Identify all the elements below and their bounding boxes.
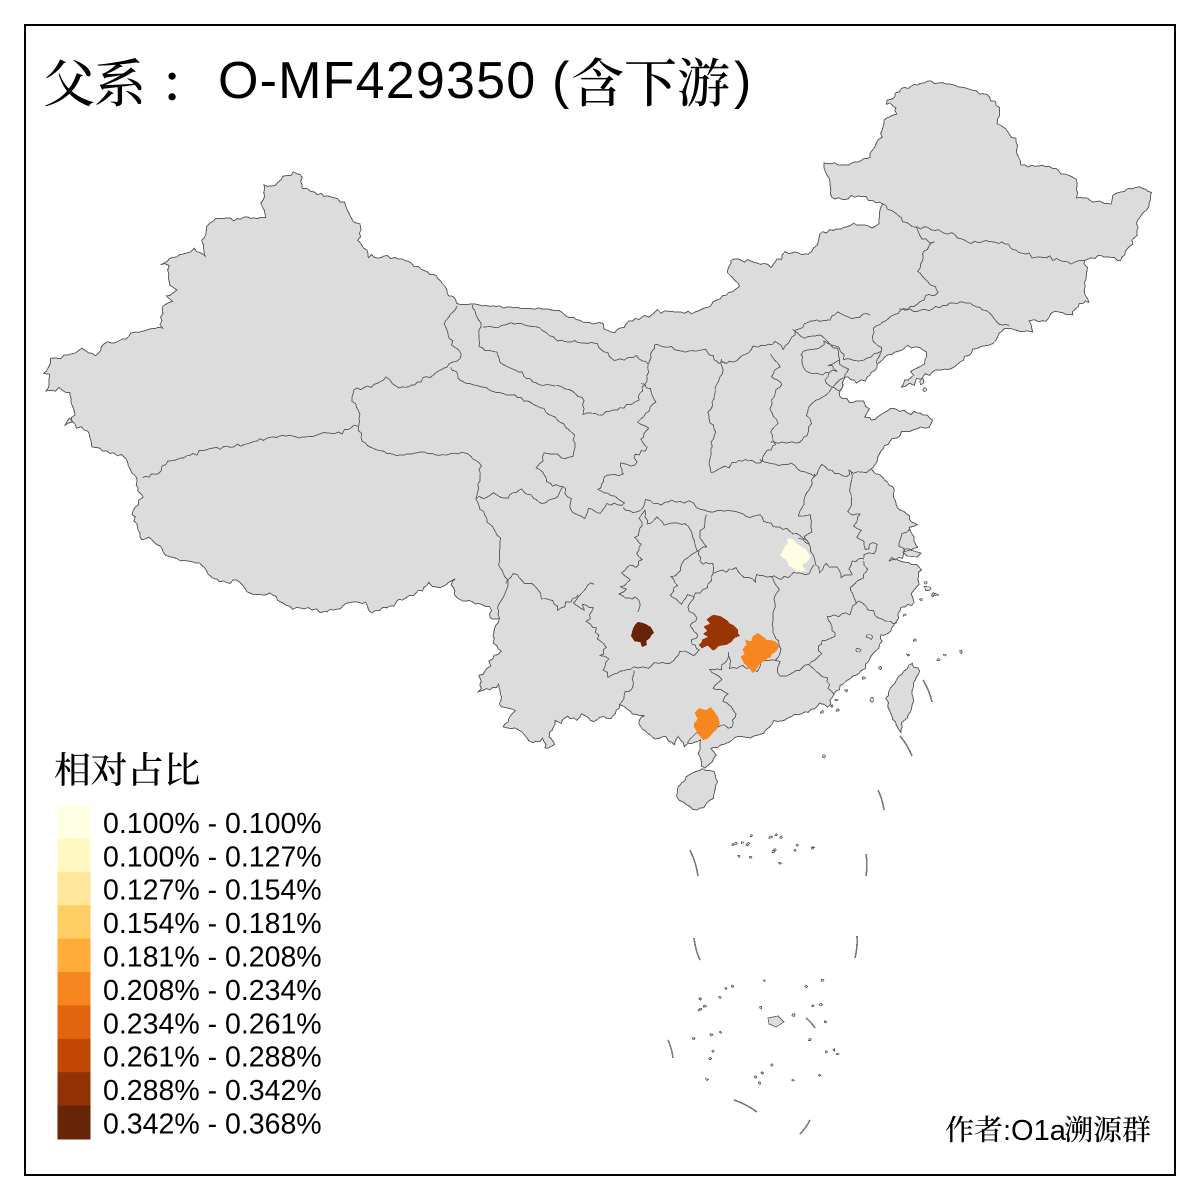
- svg-text:0.208% - 0.234%: 0.208% - 0.234%: [103, 975, 322, 1007]
- svg-text:0.181% - 0.208%: 0.181% - 0.208%: [103, 942, 322, 974]
- svg-text:0.261% - 0.288%: 0.261% - 0.288%: [103, 1042, 322, 1074]
- svg-text:0.127% - 0.154%: 0.127% - 0.154%: [103, 875, 322, 907]
- svg-text::O1a: :O1a: [1003, 1115, 1067, 1147]
- svg-text:): ): [734, 52, 751, 110]
- svg-text:O-MF429350 (: O-MF429350 (: [218, 52, 571, 110]
- svg-text:0.154% - 0.181%: 0.154% - 0.181%: [103, 908, 322, 940]
- svg-text:0.234% - 0.261%: 0.234% - 0.261%: [103, 1008, 322, 1040]
- svg-text:0.100% - 0.100%: 0.100% - 0.100%: [103, 808, 322, 840]
- svg-text:0.342% - 0.368%: 0.342% - 0.368%: [103, 1109, 322, 1141]
- svg-text:0.100% - 0.127%: 0.100% - 0.127%: [103, 841, 322, 873]
- svg-text:0.288% - 0.342%: 0.288% - 0.342%: [103, 1075, 322, 1107]
